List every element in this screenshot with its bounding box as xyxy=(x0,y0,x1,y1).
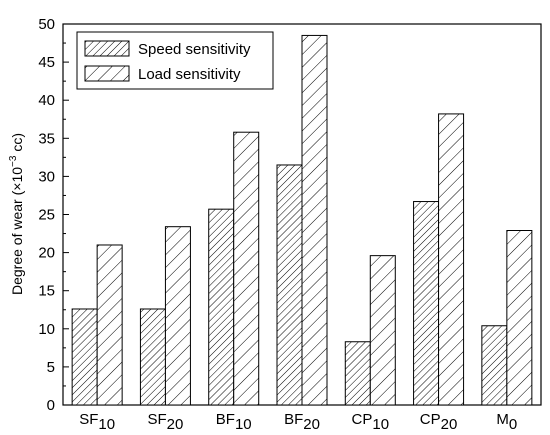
x-tick-label-subscript: 20 xyxy=(167,416,184,433)
x-tick-label-base: SF xyxy=(79,411,98,428)
y-axis-title-main: Degree of wear (×10 xyxy=(9,167,25,295)
bar-load-sf20 xyxy=(164,226,191,406)
bar-load-m0 xyxy=(506,230,533,406)
bar-speed-m0 xyxy=(481,325,508,406)
bar-speed-sf20 xyxy=(139,308,166,406)
x-tick-label: BF10 xyxy=(216,411,252,433)
y-axis-title-exponent: −3 xyxy=(8,155,19,167)
bar-load-cp10 xyxy=(369,255,396,406)
legend-label-speed: Speed sensitivity xyxy=(138,41,251,58)
x-tick-label-subscript: 20 xyxy=(303,416,320,433)
bar-speed-cp20 xyxy=(413,201,440,406)
y-tick-label: 25 xyxy=(38,207,55,224)
x-tick-label-base: CP xyxy=(352,411,373,428)
bar-speed-bf10 xyxy=(208,208,235,406)
x-tick-label: SF10 xyxy=(79,411,115,433)
bar-load-cp20 xyxy=(438,113,465,406)
y-tick-label: 30 xyxy=(38,168,55,185)
x-tick-label-base: BF xyxy=(216,411,235,428)
x-tick-label-subscript: 20 xyxy=(441,416,458,433)
x-tick-label-subscript: 10 xyxy=(98,416,115,433)
y-tick-label: 35 xyxy=(38,130,55,147)
x-tick-label-base: SF xyxy=(147,411,166,428)
y-tick-label: 45 xyxy=(38,54,55,71)
x-tick-label-base: BF xyxy=(284,411,303,428)
x-tick-label: CP20 xyxy=(420,411,458,433)
legend-swatch-speed xyxy=(84,40,130,57)
x-tick-label: BF20 xyxy=(284,411,320,433)
x-tick-label-base: M xyxy=(496,411,509,428)
bar-speed-sf10 xyxy=(71,308,98,406)
x-tick-label-base: CP xyxy=(420,411,441,428)
bar-load-bf10 xyxy=(233,131,260,406)
y-tick-label: 15 xyxy=(38,283,55,300)
y-tick-label: 5 xyxy=(47,359,55,376)
legend-swatch-load xyxy=(84,65,130,82)
legend: Speed sensitivity Load sensitivity xyxy=(76,31,274,90)
y-axis-title-unit: cc) xyxy=(9,133,25,156)
y-tick-label: 0 xyxy=(47,397,55,414)
y-axis: 0 5 10 15 20 25 30 35 40 45 50 xyxy=(38,16,69,414)
x-tick-label-subscript: 0 xyxy=(509,416,517,433)
bar-load-bf20 xyxy=(301,34,328,406)
bar-load-sf10 xyxy=(96,244,123,406)
bars xyxy=(71,34,533,406)
x-tick-label-subscript: 10 xyxy=(372,416,389,433)
legend-label-load: Load sensitivity xyxy=(138,66,241,83)
y-tick-label: 50 xyxy=(38,16,55,33)
y-tick-label: 20 xyxy=(38,245,55,262)
x-axis: SF10 SF20 BF10 BF20 CP10 CP20 M0 xyxy=(79,411,517,433)
x-tick-label-subscript: 10 xyxy=(235,416,252,433)
x-tick-label: M0 xyxy=(496,411,517,433)
y-tick-label: 10 xyxy=(38,321,55,338)
x-tick-label: SF20 xyxy=(147,411,183,433)
x-tick-label: CP10 xyxy=(352,411,390,433)
bar-speed-bf20 xyxy=(276,164,303,406)
y-axis-title: Degree of wear (×10−3 cc) xyxy=(8,133,25,295)
bar-speed-cp10 xyxy=(344,341,371,406)
y-tick-label: 40 xyxy=(38,92,55,109)
